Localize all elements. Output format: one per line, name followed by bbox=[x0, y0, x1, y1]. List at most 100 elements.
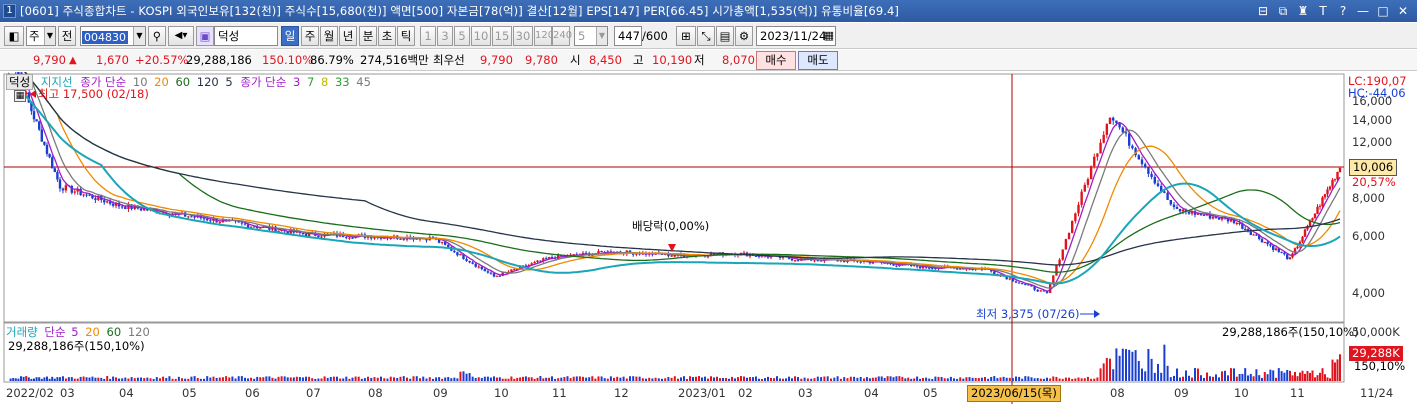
volume-bar bbox=[165, 377, 168, 381]
candle-body bbox=[628, 250, 632, 253]
volume-bar bbox=[880, 376, 883, 381]
volume-bar bbox=[376, 377, 379, 381]
volume-bar bbox=[782, 378, 784, 381]
volume-bar bbox=[27, 377, 30, 381]
gear-icon[interactable]: ⚙ bbox=[735, 26, 753, 46]
volume-bar bbox=[91, 376, 94, 381]
interval-5-button[interactable]: 5 bbox=[454, 26, 470, 46]
volume-bar bbox=[218, 377, 221, 381]
interval-30-button[interactable]: 30 bbox=[513, 26, 533, 46]
candle-body bbox=[1160, 185, 1163, 192]
candle-body bbox=[1131, 145, 1134, 149]
bar-count-input[interactable]: 447 bbox=[614, 26, 642, 46]
grid-icon[interactable]: ▦ bbox=[14, 90, 26, 102]
candle-body bbox=[918, 266, 922, 269]
interval-240-button[interactable]: 240 bbox=[552, 26, 572, 46]
candle-body bbox=[931, 268, 934, 270]
interval-15-button[interactable]: 15 bbox=[492, 26, 512, 46]
volume-bar bbox=[513, 378, 516, 381]
candle-body bbox=[1061, 249, 1064, 260]
candle-body bbox=[1266, 242, 1269, 245]
candle-body bbox=[1277, 248, 1280, 252]
candle-body bbox=[1244, 228, 1247, 230]
volume-bar bbox=[146, 377, 149, 381]
candle-body bbox=[670, 255, 673, 257]
font-icon[interactable]: T bbox=[1319, 4, 1327, 18]
volume-bar bbox=[367, 376, 369, 381]
date-field[interactable]: 2023/11/24 ▦ bbox=[756, 26, 836, 46]
x-tick-21: 11 bbox=[1290, 386, 1305, 400]
volume-bar bbox=[1153, 372, 1156, 381]
price-chart[interactable] bbox=[0, 72, 1417, 404]
volume-bar bbox=[868, 378, 871, 381]
volume-bar bbox=[740, 376, 742, 381]
stock-info-icon[interactable]: ▣ bbox=[196, 26, 214, 46]
pin-icon[interactable]: ♜ bbox=[1297, 4, 1309, 18]
draw-tool-icon[interactable]: ⤡ bbox=[697, 26, 715, 46]
legend-support: 지지선 bbox=[40, 75, 73, 89]
candle-body bbox=[447, 244, 450, 248]
minimize-button[interactable]: — bbox=[1357, 4, 1369, 18]
x-tick-14: 04 bbox=[864, 386, 879, 400]
save-icon[interactable]: ▤ bbox=[716, 26, 734, 46]
interval-select[interactable]: 5 ▼ bbox=[574, 26, 608, 46]
volume-bar bbox=[283, 376, 286, 381]
volume-bar bbox=[846, 378, 849, 381]
volume-bar bbox=[73, 378, 76, 381]
legend-ma20: 20 bbox=[154, 75, 169, 89]
period-week-tab[interactable]: 주 bbox=[301, 26, 319, 46]
candle-body bbox=[533, 262, 536, 264]
candle-body bbox=[1115, 120, 1118, 123]
period-minute-tab[interactable]: 분 bbox=[359, 26, 377, 46]
candle-body bbox=[1036, 289, 1039, 292]
stock-code-input[interactable]: 004830 ▼ bbox=[80, 26, 146, 46]
period-year-tab[interactable]: 년 bbox=[339, 26, 357, 46]
volume-bar bbox=[127, 378, 130, 381]
volume-bar bbox=[606, 378, 609, 381]
candle-body bbox=[1238, 223, 1241, 225]
candle-body bbox=[127, 204, 130, 210]
chart-type-icon[interactable]: ◧ bbox=[4, 26, 24, 46]
market-select[interactable]: 주 ▼ bbox=[26, 26, 56, 46]
all-market-button[interactable]: 전 bbox=[58, 26, 76, 46]
period-month-tab[interactable]: 월 bbox=[320, 26, 338, 46]
chart-area[interactable]: 덕성 지지선 종가 단순 10 20 60 120 5 종가 단순 3 7 8 … bbox=[0, 72, 1417, 404]
copy-window-icon[interactable]: ⧉ bbox=[1278, 4, 1288, 18]
interval-10-button[interactable]: 10 bbox=[471, 26, 491, 46]
help-icon[interactable]: ? bbox=[1339, 4, 1347, 18]
indicator-icon[interactable]: ⊞ bbox=[676, 26, 696, 46]
search-icon[interactable]: ⚲ bbox=[148, 26, 166, 46]
volume-bar bbox=[779, 378, 781, 381]
volume-bar bbox=[1002, 376, 1005, 381]
sell-button[interactable]: 매도 bbox=[798, 51, 838, 70]
volume-bar bbox=[758, 378, 760, 381]
volume-bar bbox=[1061, 378, 1064, 381]
candle-body bbox=[530, 263, 533, 266]
period-day-tab[interactable]: 일 bbox=[281, 26, 299, 46]
candle-body bbox=[348, 237, 351, 239]
maximize-button[interactable]: □ bbox=[1377, 4, 1389, 18]
buy-button[interactable]: 매수 bbox=[756, 51, 796, 70]
interval-1-button[interactable]: 1 bbox=[420, 26, 436, 46]
candle-body bbox=[56, 172, 59, 180]
volume-bar bbox=[1118, 355, 1121, 381]
volume-bar bbox=[1244, 368, 1247, 381]
interval-3-button[interactable]: 3 bbox=[437, 26, 453, 46]
volume-bar bbox=[588, 377, 591, 381]
volume-bar bbox=[94, 377, 97, 381]
volume-bar bbox=[803, 377, 806, 381]
volume-bar bbox=[406, 377, 408, 381]
candle-body bbox=[483, 269, 487, 272]
y-tick-6000: 6,000 bbox=[1352, 229, 1385, 243]
interval-120-button[interactable]: 120 bbox=[534, 26, 554, 46]
period-tick-tab[interactable]: 틱 bbox=[397, 26, 415, 46]
period-second-tab[interactable]: 초 bbox=[378, 26, 396, 46]
volume-bar bbox=[698, 376, 700, 381]
close-button[interactable]: ✕ bbox=[1397, 4, 1409, 18]
volume-bar bbox=[1272, 370, 1275, 381]
calendar-icon[interactable]: ▦ bbox=[823, 29, 834, 42]
sound-icon[interactable]: ◀▾ bbox=[168, 26, 194, 46]
candle-body bbox=[1014, 281, 1018, 283]
split-icon[interactable]: ⊟ bbox=[1257, 4, 1269, 18]
volume-bar bbox=[956, 378, 959, 381]
